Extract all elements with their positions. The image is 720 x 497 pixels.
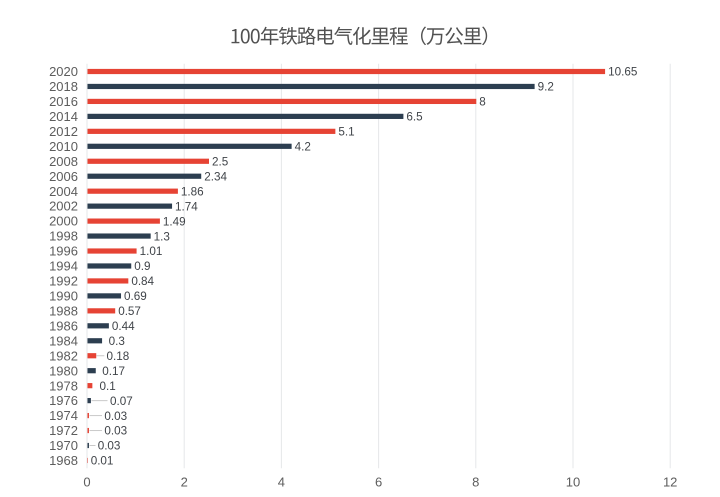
- svg-text:1.74: 1.74: [175, 200, 198, 213]
- svg-text:1986: 1986: [49, 318, 78, 333]
- svg-text:2006: 2006: [49, 169, 78, 184]
- svg-text:2002: 2002: [49, 199, 78, 214]
- svg-text:2008: 2008: [49, 154, 78, 169]
- svg-text:2010: 2010: [49, 139, 78, 154]
- svg-text:0.18: 0.18: [107, 350, 130, 363]
- svg-text:0.9: 0.9: [134, 260, 150, 273]
- svg-text:2016: 2016: [49, 94, 78, 109]
- svg-text:4.2: 4.2: [295, 141, 311, 154]
- svg-text:1998: 1998: [49, 229, 78, 244]
- svg-text:0.3: 0.3: [109, 335, 125, 348]
- svg-text:8: 8: [479, 96, 486, 109]
- svg-text:2.5: 2.5: [212, 155, 229, 168]
- svg-text:1990: 1990: [49, 289, 78, 304]
- svg-text:9.2: 9.2: [538, 81, 554, 94]
- svg-text:0.84: 0.84: [131, 275, 154, 288]
- svg-text:4: 4: [278, 474, 285, 489]
- svg-text:12: 12: [663, 474, 677, 489]
- svg-text:10.65: 10.65: [608, 66, 638, 79]
- svg-text:0.03: 0.03: [104, 425, 127, 438]
- svg-text:0: 0: [83, 474, 90, 489]
- svg-text:2012: 2012: [49, 124, 78, 139]
- svg-text:1976: 1976: [49, 393, 78, 408]
- svg-text:1988: 1988: [49, 303, 78, 318]
- svg-text:2020: 2020: [49, 64, 78, 79]
- svg-text:0.03: 0.03: [104, 410, 127, 423]
- svg-text:2: 2: [181, 474, 188, 489]
- svg-text:0.03: 0.03: [98, 440, 121, 453]
- svg-text:2014: 2014: [49, 109, 78, 124]
- svg-text:6: 6: [375, 474, 382, 489]
- svg-text:1.86: 1.86: [181, 185, 204, 198]
- svg-text:8: 8: [472, 474, 479, 489]
- svg-text:1.3: 1.3: [154, 230, 170, 243]
- svg-text:1.49: 1.49: [163, 215, 186, 228]
- svg-text:1974: 1974: [49, 408, 78, 423]
- svg-text:1968: 1968: [49, 453, 78, 468]
- svg-text:6.5: 6.5: [406, 111, 423, 124]
- svg-text:1996: 1996: [49, 244, 78, 259]
- svg-text:2018: 2018: [49, 79, 78, 94]
- svg-text:0.1: 0.1: [100, 380, 116, 393]
- svg-text:1982: 1982: [49, 348, 78, 363]
- svg-text:2004: 2004: [49, 184, 78, 199]
- svg-text:0.44: 0.44: [112, 320, 135, 333]
- svg-text:1980: 1980: [49, 363, 78, 378]
- svg-text:1984: 1984: [49, 333, 78, 348]
- svg-text:0.17: 0.17: [102, 365, 125, 378]
- svg-text:0.57: 0.57: [118, 305, 141, 318]
- svg-text:0.69: 0.69: [124, 290, 147, 303]
- svg-text:1978: 1978: [49, 378, 78, 393]
- svg-text:1970: 1970: [49, 438, 78, 453]
- svg-text:0.07: 0.07: [110, 395, 133, 408]
- svg-text:5.1: 5.1: [338, 126, 354, 139]
- svg-text:1994: 1994: [49, 259, 78, 274]
- svg-text:2.34: 2.34: [204, 170, 227, 183]
- svg-text:1.01: 1.01: [140, 245, 163, 258]
- svg-text:2000: 2000: [49, 214, 78, 229]
- svg-text:1992: 1992: [49, 274, 78, 289]
- svg-text:0.01: 0.01: [91, 455, 114, 468]
- svg-text:10: 10: [566, 474, 580, 489]
- svg-text:1972: 1972: [49, 423, 78, 438]
